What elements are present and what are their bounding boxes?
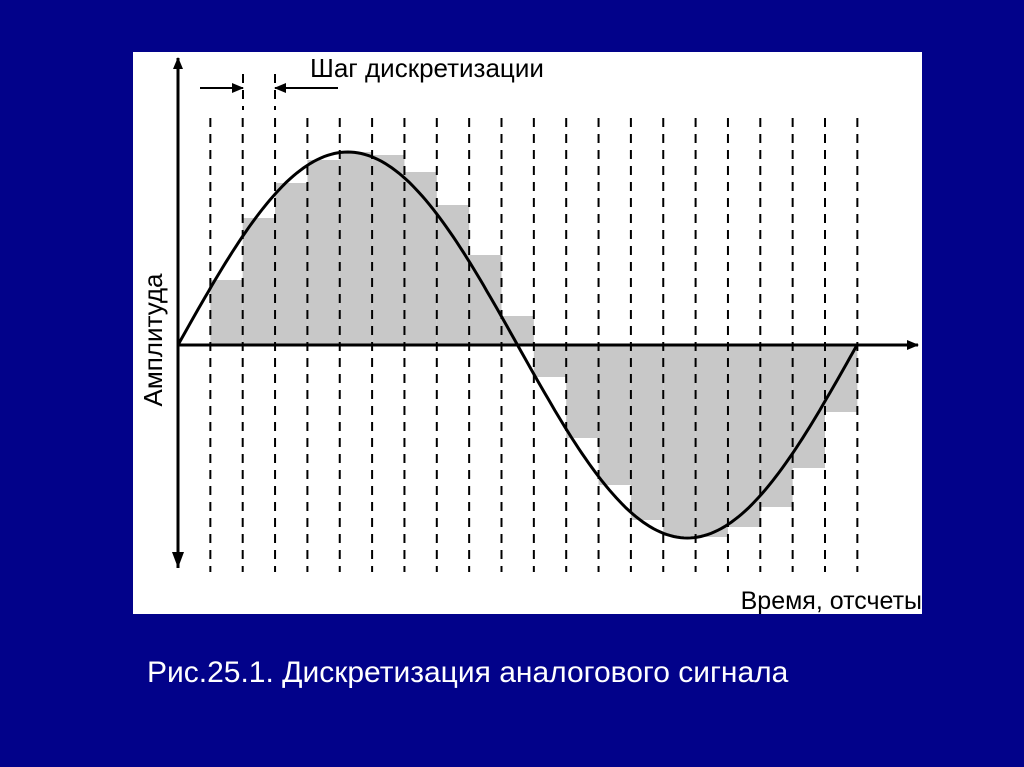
sample-bar: [533, 345, 567, 377]
caption: Рис.25.1. Дискретизация аналогового сигн…: [147, 656, 789, 689]
sample-bar: [727, 345, 761, 527]
sample-bar: [339, 152, 373, 345]
sample-bar: [566, 345, 599, 438]
sample-bar: [436, 205, 470, 345]
sample-bar: [695, 345, 728, 537]
sample-bar: [404, 172, 437, 345]
y-axis-arrow-down: [172, 552, 184, 568]
sample-bar: [242, 218, 276, 345]
sample-bar: [630, 345, 664, 520]
sample-bar: [598, 345, 631, 485]
sample-bar: [501, 316, 534, 345]
sample-bar: [275, 183, 308, 345]
sample-bar: [210, 280, 243, 345]
step-label: Шаг дискретизации: [310, 53, 544, 83]
x-axis-label: Время, отсчеты: [741, 587, 922, 615]
sample-bar: [372, 155, 405, 345]
sample-bar: [792, 345, 825, 468]
sample-bar: [760, 345, 793, 507]
sample-bars: [210, 152, 858, 537]
sample-bar: [663, 345, 696, 536]
y-axis-label: Амплитуда: [138, 273, 168, 406]
sample-bar: [307, 160, 340, 345]
